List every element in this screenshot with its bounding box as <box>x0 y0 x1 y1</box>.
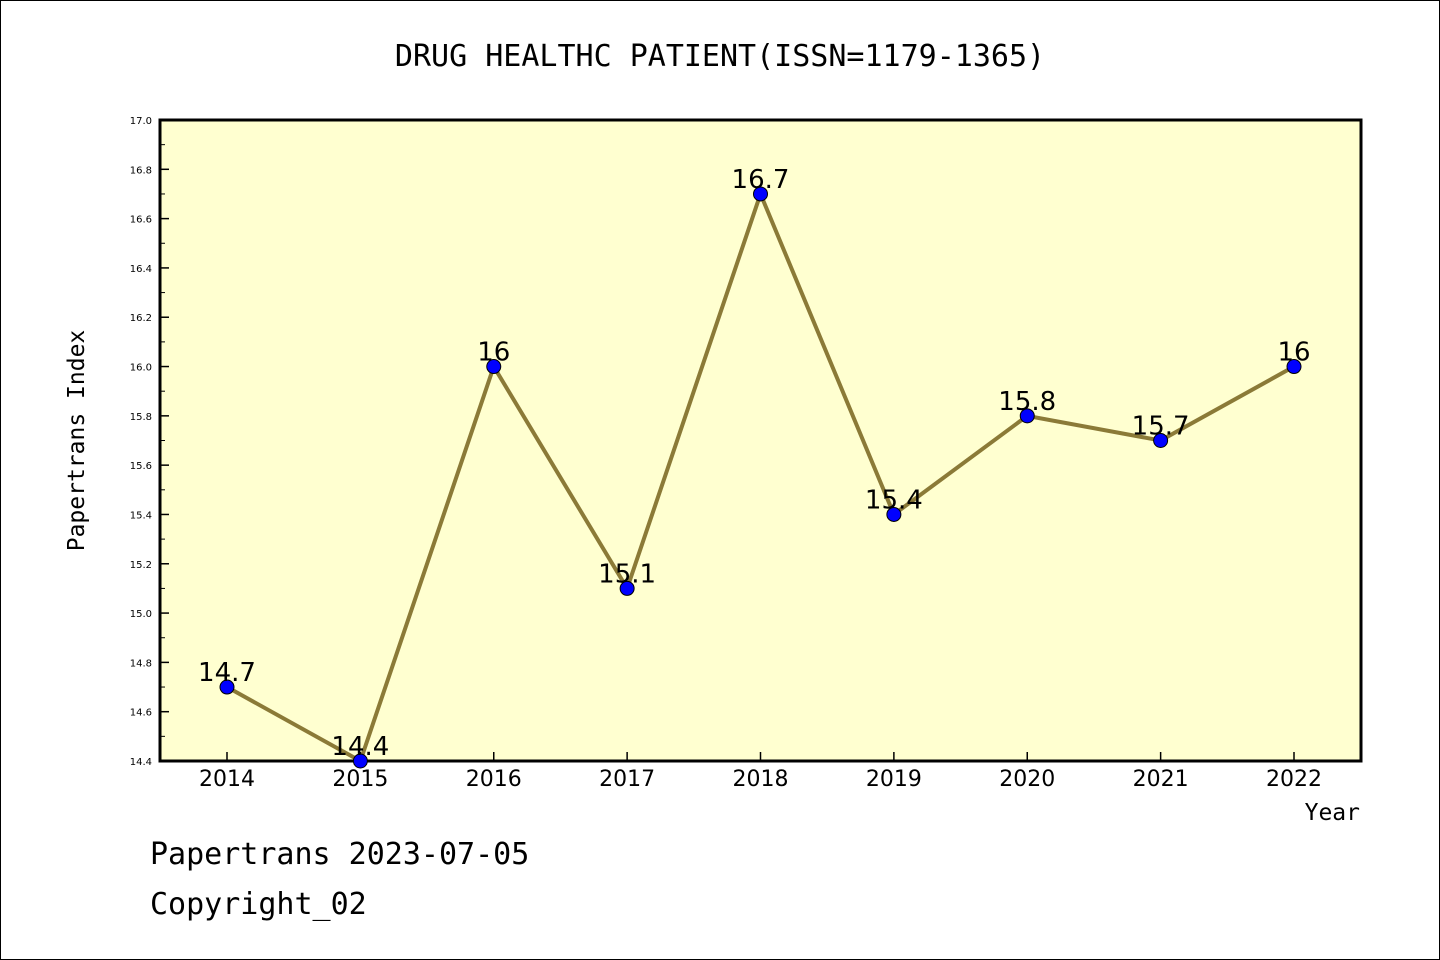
data-point <box>1019 408 1035 424</box>
y-tick-label: 15.6 <box>130 461 152 472</box>
x-tick-label: 2017 <box>599 767 655 792</box>
x-tick-label: 2021 <box>1133 767 1189 792</box>
y-tick-label: 17.0 <box>130 116 152 127</box>
y-tick-label: 16.6 <box>130 215 152 226</box>
y-tick-label: 14.8 <box>130 658 152 669</box>
y-tick-label: 14.6 <box>130 708 152 719</box>
x-axis: 2014 2015 2016 2017 2018 2019 2020 2021 2022 <box>199 752 1322 792</box>
data-point <box>619 580 635 596</box>
data-point <box>352 753 368 769</box>
y-tick-label: 15.4 <box>130 510 152 521</box>
data-point <box>1286 359 1302 375</box>
data-label: 16.7 <box>732 165 790 195</box>
y-tick-label: 15.0 <box>130 609 152 620</box>
y-tick-label: 14.4 <box>130 757 152 768</box>
x-tick-label: 2022 <box>1266 767 1322 792</box>
x-tick-label: 2018 <box>733 767 789 792</box>
y-axis-label: Papertrans Index <box>64 330 90 552</box>
y-tick-label: 16.4 <box>130 264 152 275</box>
data-label: 14.4 <box>331 732 389 762</box>
series: 14.7 14.4 16 15.1 16.7 15.4 15.8 15.7 16 <box>198 165 1311 769</box>
data-label: 14.7 <box>198 658 256 688</box>
data-point <box>486 359 502 375</box>
data-label: 15.4 <box>865 485 923 515</box>
data-point <box>219 679 235 695</box>
data-point <box>886 506 902 522</box>
data-label: 15.1 <box>598 559 656 589</box>
footer-copyright: Copyright_02 <box>150 887 367 922</box>
chart-title: DRUG HEALTHC PATIENT(ISSN=1179-1365) <box>395 39 1045 74</box>
x-tick-label: 2020 <box>999 767 1055 792</box>
data-point <box>753 186 768 202</box>
y-tick-label: 15.2 <box>130 560 152 571</box>
x-axis-label: Year <box>1305 800 1360 826</box>
data-label: 15.8 <box>998 387 1056 417</box>
data-label: 16 <box>477 338 510 368</box>
data-point <box>1153 433 1169 448</box>
x-tick-label: 2019 <box>866 767 922 792</box>
footer-date: Papertrans 2023-07-05 <box>150 837 529 872</box>
x-tick-label: 2015 <box>332 767 388 792</box>
data-label: 16 <box>1277 338 1310 368</box>
y-tick-label: 16.0 <box>130 363 152 374</box>
y-tick-label: 15.8 <box>130 412 152 423</box>
x-tick-label: 2014 <box>199 767 255 792</box>
y-tick-label: 16.2 <box>130 313 152 324</box>
data-label: 15.7 <box>1132 412 1190 442</box>
y-axis: 14.4 14.6 14.8 15.0 15.2 15.4 15.6 15.8 16.0 16.2… <box>130 116 169 768</box>
x-tick-label: 2016 <box>466 767 522 792</box>
y-tick-label: 16.8 <box>130 165 152 176</box>
